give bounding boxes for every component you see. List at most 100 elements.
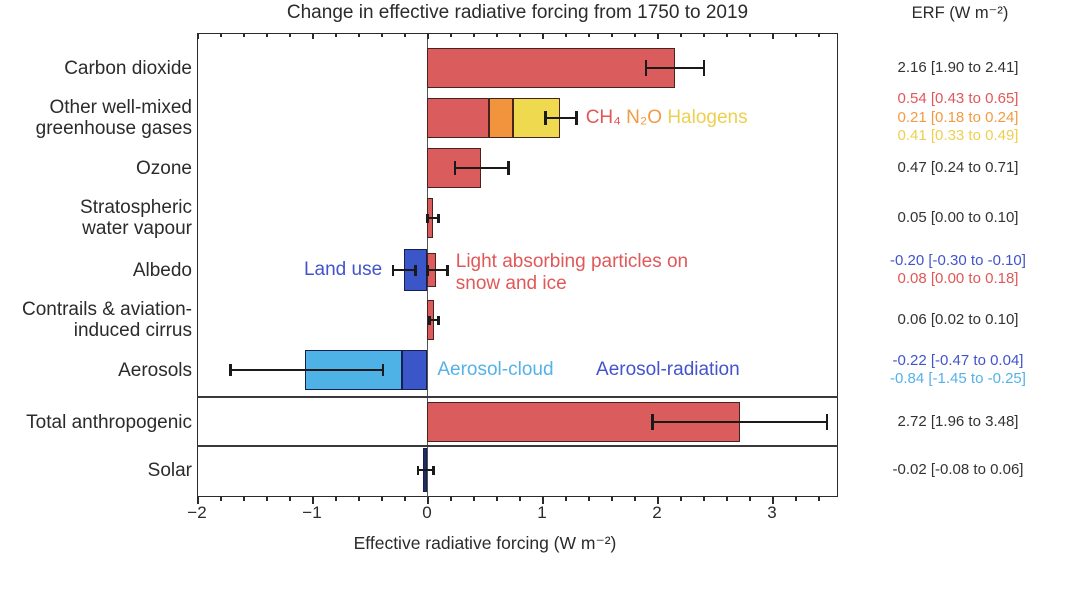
x-tick-minor--1.2 (289, 497, 291, 501)
plot-frame (197, 33, 838, 497)
x-tick-label-1: 1 (537, 503, 547, 522)
x-top-tick-minor-2.8 (749, 33, 751, 37)
whisker-cap-hi-ozone-0 (507, 161, 510, 175)
row-label-other-wmghg: Other well-mixed greenhouse gases (35, 97, 192, 139)
x-tick-label--1: −1 (302, 503, 322, 522)
bar-ch4 (427, 98, 490, 138)
whisker-cap-hi-carbon-dioxide-0 (702, 60, 706, 76)
chart-title: Change in effective radiative forcing fr… (286, 2, 749, 23)
x-top-tick-minor--0.6 (358, 33, 360, 37)
x-top-tick-major-0.0 (427, 33, 429, 39)
erf-value-other-wmghg-2: 0.41 [0.33 to 0.49] (897, 127, 1019, 145)
whisker-albedo-1 (427, 268, 448, 272)
x-tick-minor-0.6 (496, 497, 498, 501)
x-tick-major--1.0 (312, 497, 314, 504)
x-tick-minor-1.2 (565, 497, 567, 501)
whisker-cap-lo-albedo-1 (426, 264, 429, 276)
x-top-tick-minor-0.8 (519, 33, 521, 37)
whisker-contrails-0 (429, 318, 439, 322)
x-tick-minor-1.8 (634, 497, 636, 501)
whisker-cap-lo-other-wmghg-0 (544, 111, 547, 125)
whisker-aerosols-0 (230, 368, 384, 372)
x-tick-minor-2.6 (726, 497, 728, 501)
x-tick-minor--0.8 (335, 497, 337, 501)
x-tick-label-3: 3 (767, 503, 777, 522)
whisker-solar-0 (417, 468, 434, 472)
whisker-cap-hi-aerosols-0 (381, 364, 385, 376)
x-tick-minor-3.2 (795, 497, 797, 501)
x-top-tick-minor--1.4 (266, 33, 268, 37)
x-tick-major-2.0 (657, 497, 659, 504)
row-label-albedo: Albedo (132, 259, 192, 281)
erf-value-solar-0: -0.02 [-0.08 to 0.06] (892, 460, 1024, 478)
x-top-tick-minor--1.6 (243, 33, 245, 37)
whisker-cap-lo-contrails-0 (428, 315, 431, 325)
erf-value-albedo-1: 0.08 [0.00 to 0.18] (897, 270, 1019, 287)
bar-co2 (427, 48, 676, 88)
x-top-tick-minor-0.2 (450, 33, 452, 37)
whisker-cap-hi-albedo-1 (446, 264, 449, 276)
whisker-carbon-dioxide-0 (645, 66, 705, 70)
x-top-tick-minor-1.4 (588, 33, 590, 37)
row-label-contrails: Contrails & aviation-induced cirrus (21, 299, 192, 341)
whisker-cap-hi-strat-water-vapour-0 (437, 213, 440, 223)
whisker-cap-lo-solar-0 (416, 465, 420, 475)
erf-column-header: ERF (W m⁻²) (911, 4, 1009, 22)
erf-value-aerosols-1: -0.84 [-1.45 to -0.25] (890, 370, 1026, 387)
x-tick-minor--1.6 (243, 497, 245, 501)
whisker-cap-hi-contrails-0 (437, 315, 440, 325)
bar-n2o (489, 98, 514, 138)
erf-value-carbon-dioxide-0: 2.16 [1.90 to 2.41] (897, 58, 1019, 76)
erf-value-contrails-0: 0.06 [0.02 to 0.10] (897, 310, 1019, 328)
x-top-tick-major-3.0 (772, 33, 774, 39)
x-tick-minor-3.4 (818, 497, 820, 501)
x-tick-minor-2.2 (680, 497, 682, 501)
annotation-aerosol-cloud-label: Aerosol-cloud (437, 359, 554, 380)
x-tick-minor-2.8 (749, 497, 751, 501)
whisker-cap-hi-albedo-0 (414, 264, 417, 276)
x-top-tick-minor-1.8 (634, 33, 636, 37)
x-tick-label-0: 0 (422, 503, 432, 522)
whisker-cap-hi-solar-0 (432, 465, 435, 475)
whisker-cap-lo-strat-water-vapour-0 (426, 213, 429, 223)
whisker-cap-lo-ozone-0 (453, 161, 457, 175)
x-tick-minor--0.6 (358, 497, 360, 501)
row-label-strat-water-vapour: Stratospheric water vapour (80, 197, 192, 239)
x-top-tick-minor--0.2 (404, 33, 406, 37)
x-tick-label-2: 2 (652, 503, 662, 522)
x-tick-major-1.0 (542, 497, 544, 504)
x-top-tick-minor-1.6 (611, 33, 613, 37)
annotation-light-absorbing-particles-label: Light absorbing particles on snow and ice (455, 251, 689, 294)
x-top-tick-minor--0.8 (335, 33, 337, 37)
whisker-total-anthropogenic-0 (652, 420, 828, 424)
erf-value-albedo-0: -0.20 [-0.30 to -0.10] (890, 251, 1026, 269)
x-tick-minor-2.4 (703, 497, 705, 501)
whisker-cap-lo-aerosols-0 (229, 364, 232, 376)
x-top-tick-minor--1.2 (289, 33, 291, 37)
x-tick-major--2.0 (197, 497, 199, 504)
annotation-land-use-label: Land use (303, 259, 383, 280)
bar-total-anthropogenic (427, 402, 740, 442)
x-tick-minor--1.8 (220, 497, 222, 501)
x-tick-minor-0.2 (450, 497, 452, 501)
x-tick-minor-0.4 (473, 497, 475, 501)
x-top-tick-major-1.0 (542, 33, 544, 39)
x-top-tick-minor-3.2 (795, 33, 797, 37)
row-label-total-anthropogenic: Total anthropogenic (26, 411, 192, 433)
x-tick-minor-0.8 (519, 497, 521, 501)
section-divider-1 (197, 445, 838, 447)
x-top-tick-major--2.0 (197, 33, 199, 39)
x-axis-label: Effective radiative forcing (W m⁻²) (353, 533, 617, 553)
x-tick-label--2: −2 (187, 503, 207, 522)
row-label-aerosols: Aerosols (118, 359, 192, 381)
erf-value-total-anthropogenic-0: 2.72 [1.96 to 3.48] (897, 412, 1019, 430)
x-tick-minor--0.2 (404, 497, 406, 501)
x-top-tick-minor-0.6 (496, 33, 498, 37)
whisker-cap-lo-carbon-dioxide-0 (644, 60, 647, 76)
x-top-tick-minor-0.4 (473, 33, 475, 37)
erf-value-ozone-0: 0.47 [0.24 to 0.71] (897, 158, 1019, 176)
row-label-carbon-dioxide: Carbon dioxide (64, 57, 192, 79)
x-tick-minor-1.6 (611, 497, 613, 501)
x-tick-minor--0.4 (381, 497, 383, 501)
